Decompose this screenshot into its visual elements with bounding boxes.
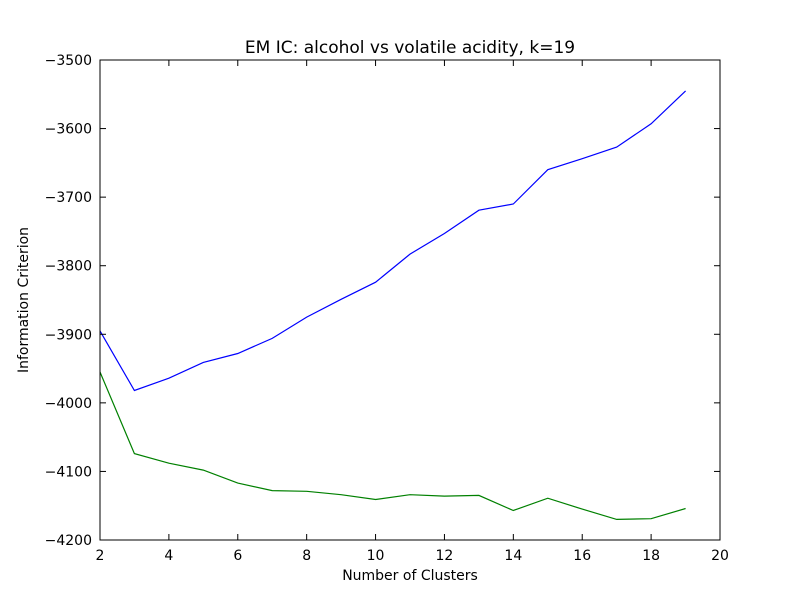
x-tick-label: 8 (302, 548, 311, 564)
x-axis-label: Number of Clusters (342, 568, 478, 584)
y-tick-label: −3500 (45, 53, 92, 69)
x-tick-label: 12 (436, 548, 454, 564)
chart-title: EM IC: alcohol vs volatile acidity, k=19 (245, 38, 575, 58)
y-tick-label: −4100 (45, 464, 92, 480)
y-tick-label: −4200 (45, 533, 92, 549)
series-line-2 (99, 371, 686, 521)
ticks-layer: 2 4 6 8 10 12 14 16 18 20 −3500 −3600 −3700 −3800 −390… (45, 53, 729, 564)
series-line-1 (99, 90, 687, 392)
x-tick-label: 16 (573, 548, 591, 564)
y-tick-label: −3700 (45, 190, 92, 206)
y-axis-label: Information Criterion (16, 227, 32, 373)
x-tick-label: 10 (367, 548, 385, 564)
y-tick-label: −3600 (45, 122, 92, 138)
x-tick-label: 20 (711, 548, 729, 564)
x-tick-label: 6 (233, 548, 242, 564)
x-tick-label: 4 (164, 548, 173, 564)
plot-frame (99, 59, 721, 541)
series-layer (99, 90, 687, 521)
y-tick-label: −3800 (45, 259, 92, 275)
y-tick-label: −4000 (45, 396, 92, 412)
x-tick-label: 14 (504, 548, 522, 564)
x-tick-label: 2 (96, 548, 105, 564)
y-tick-label: −3900 (45, 327, 92, 343)
x-tick-label: 18 (642, 548, 660, 564)
